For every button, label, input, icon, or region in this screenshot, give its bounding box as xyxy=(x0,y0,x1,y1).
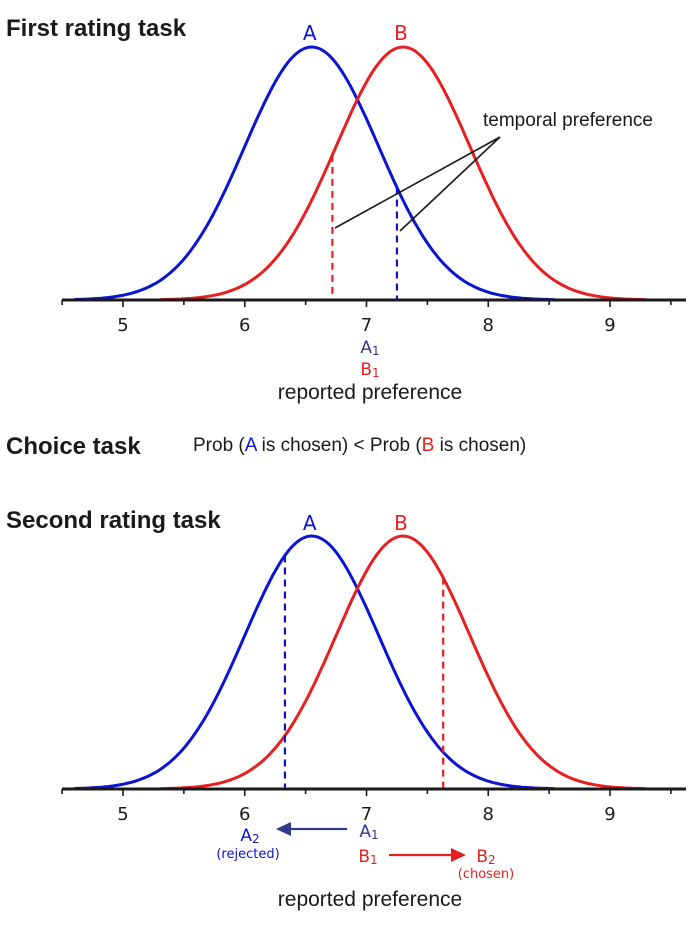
tick-label: 5 xyxy=(117,315,128,336)
annotation-leader-b xyxy=(334,136,501,229)
label-a1-second: A1 xyxy=(359,822,378,842)
tick-label: 8 xyxy=(483,804,494,825)
panel-title-second: Second rating task xyxy=(6,507,221,534)
tick-label: 5 xyxy=(117,804,128,825)
ticks-first: 5 6 7 8 9 xyxy=(61,300,672,336)
tick-label: 9 xyxy=(604,315,615,336)
curve-b-first xyxy=(159,45,647,302)
curve-a-label-first: A xyxy=(303,21,317,45)
tick-label: 7 xyxy=(361,315,372,336)
panel-first-rating: First rating task A B 5 6 7 8 9 temporal pre… xyxy=(6,15,686,404)
tick-label: 9 xyxy=(604,804,615,825)
curve-a-label-second: A xyxy=(303,511,317,535)
panel-title-first: First rating task xyxy=(6,15,187,42)
annotation-leader-a xyxy=(399,136,501,232)
x-axis-title-second: reported preference xyxy=(278,888,462,911)
tick-label: 6 xyxy=(239,804,250,825)
curve-b-second xyxy=(159,534,647,791)
panel-second-rating: Second rating task A B 5 6 7 8 9 A2 (rejecte… xyxy=(6,507,686,911)
choice-task: Choice task Prob (A is chosen) < Prob (B… xyxy=(6,433,526,460)
label-b2-second: B2 xyxy=(476,847,495,867)
curve-a-first xyxy=(74,45,556,302)
choice-title: Choice task xyxy=(6,433,141,460)
choice-a-letter: A xyxy=(245,435,258,456)
curve-a-second xyxy=(74,534,556,791)
label-a2-second: A2 xyxy=(240,826,259,846)
tick-label: 8 xyxy=(483,315,494,336)
choice-b-letter: B xyxy=(422,435,435,456)
arrow-b-head xyxy=(451,848,466,862)
label-b1-second: B1 xyxy=(358,847,377,867)
label-chosen: (chosen) xyxy=(458,867,515,882)
label-rejected: (rejected) xyxy=(216,847,279,862)
arrow-a-head xyxy=(276,822,291,836)
label-a1-first: A1 xyxy=(360,338,379,358)
choice-statement: Prob (A is chosen) < Prob (B is chosen) xyxy=(193,435,526,456)
ticks-second: 5 6 7 8 9 xyxy=(61,789,672,825)
tick-label: 6 xyxy=(239,315,250,336)
annotation-temporal-preference: temporal preference xyxy=(483,110,653,131)
label-b1-first: B1 xyxy=(360,360,379,380)
tick-label: 7 xyxy=(361,804,372,825)
curve-b-label-second: B xyxy=(394,511,408,535)
curve-b-label-first: B xyxy=(394,21,408,45)
x-axis-title-first: reported preference xyxy=(278,381,462,404)
